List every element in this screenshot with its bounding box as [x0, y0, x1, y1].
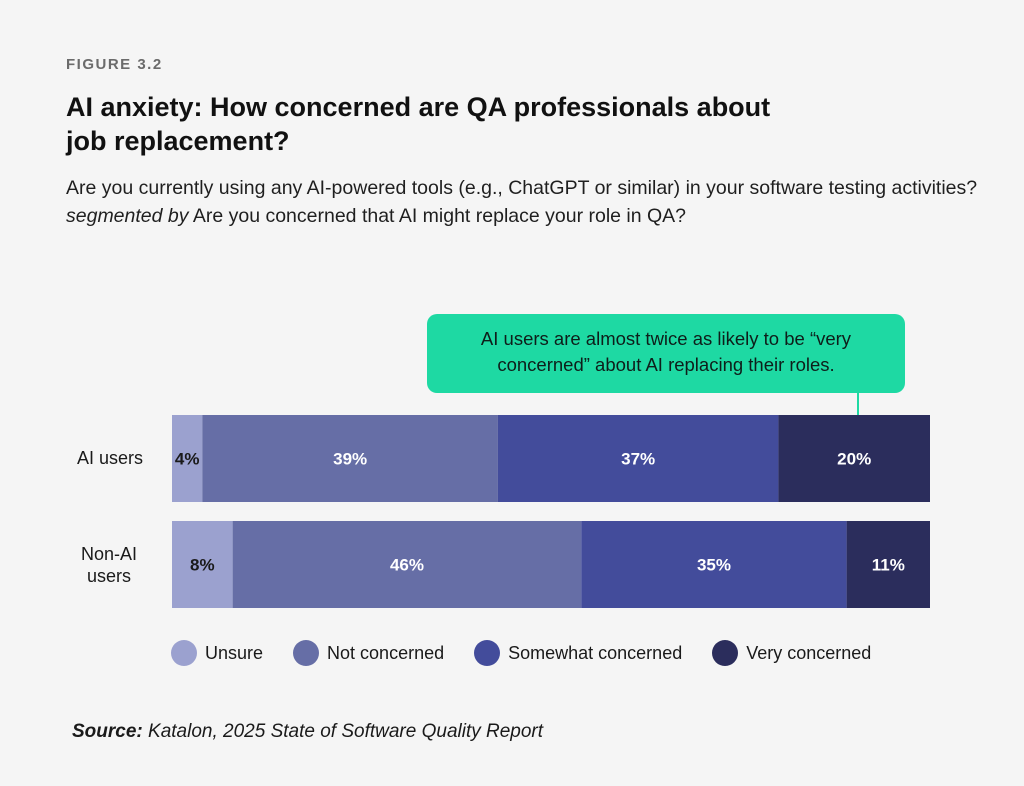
callout-text: AI users are almost twice as likely to b… — [480, 328, 852, 375]
data-label-ai-users-very-concerned: 20% — [837, 450, 871, 469]
figure-label: FIGURE 3.2 — [66, 56, 163, 73]
bar-ai-users-somewhat-concerned — [497, 415, 779, 502]
data-label-ai-users-somewhat-concerned: 37% — [621, 450, 655, 469]
legend-swatch-unsure — [171, 640, 197, 666]
legend-item-very-concerned: Very concerned — [712, 640, 871, 666]
legend-swatch-somewhat-concerned — [474, 640, 501, 666]
bar-non-ai-users-very-concerned — [846, 521, 930, 608]
legend-item-not-concerned: Not concerned — [293, 640, 444, 666]
subtitle-segmented-by: segmented by — [66, 205, 189, 227]
data-label-non-ai-users-unsure: 8% — [190, 556, 215, 575]
legend-item-somewhat-concerned: Somewhat concerned — [474, 640, 682, 666]
data-label-non-ai-users-not-concerned: 46% — [390, 556, 424, 575]
source-label: Source: — [72, 721, 143, 742]
chart-subtitle: Are you currently using any AI-powered t… — [66, 174, 986, 230]
legend-swatch-very-concerned — [712, 640, 739, 666]
subtitle-question-2: Are you concerned that AI might replace … — [192, 205, 687, 227]
bar-non-ai-users-unsure — [172, 521, 233, 608]
bar-ai-users-very-concerned — [778, 415, 930, 502]
row-label-ai-users: AI users — [76, 448, 144, 468]
chart-title: AI anxiety: How concerned are QA profess… — [66, 92, 771, 156]
data-label-non-ai-users-very-concerned: 11% — [872, 556, 905, 575]
legend-label-not-concerned: Not concerned — [327, 642, 445, 663]
legend-label-somewhat-concerned: Somewhat concerned — [508, 642, 683, 663]
data-label-ai-users-unsure: 4% — [175, 450, 200, 469]
data-label-non-ai-users-somewhat-concerned: 35% — [697, 556, 731, 575]
callout-box: AI users are almost twice as likely to b… — [427, 314, 905, 393]
bar-ai-users-unsure — [172, 415, 203, 502]
legend-label-unsure: Unsure — [205, 642, 264, 663]
legend-label-very-concerned: Very concerned — [746, 642, 872, 663]
legend-swatch-not-concerned — [293, 640, 320, 666]
bar-non-ai-users-somewhat-concerned — [581, 521, 847, 608]
subtitle-question-1: Are you currently using any AI-powered t… — [66, 177, 978, 199]
bar-ai-users-not-concerned — [202, 415, 498, 502]
bar-non-ai-users-not-concerned — [232, 521, 582, 608]
legend-item-unsure: Unsure — [171, 640, 263, 666]
source-text: Katalon, 2025 State of Software Quality … — [148, 721, 544, 742]
source-note: Source: Katalon, 2025 State of Software … — [72, 721, 543, 743]
row-label-non-ai-users: Non-AI users — [80, 544, 138, 586]
legend: Unsure Not concerned Somewhat concerned … — [171, 640, 901, 666]
data-label-ai-users-not-concerned: 39% — [333, 450, 367, 469]
callout-connector — [857, 393, 859, 429]
